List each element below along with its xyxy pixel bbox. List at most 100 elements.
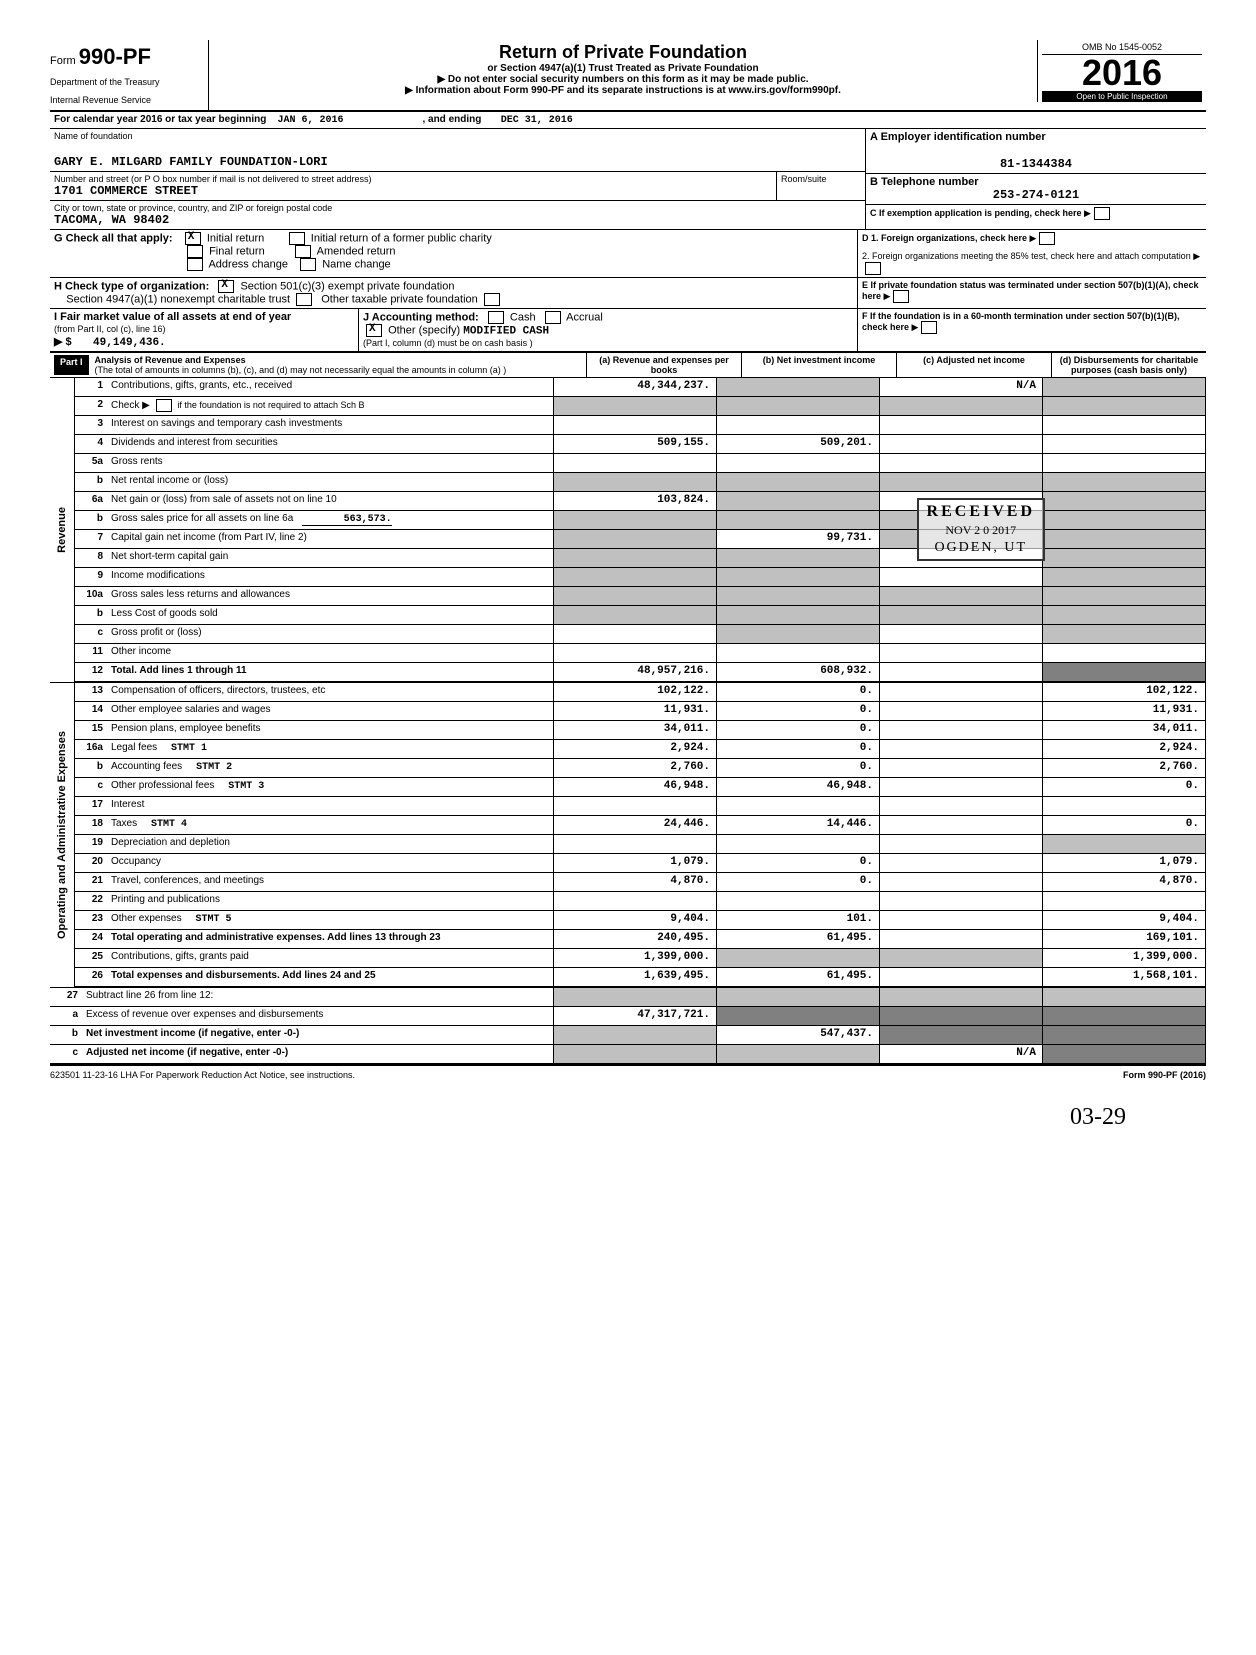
line-no: 5a (75, 454, 107, 472)
accrual-checkbox[interactable] (545, 311, 561, 324)
amt-col-a: 509,155. (553, 435, 716, 453)
initial-return-checkbox[interactable] (185, 232, 201, 245)
line-label: Interest (107, 797, 553, 815)
dept-line1: Department of the Treasury (50, 78, 200, 88)
line-3: 3Interest on savings and temporary cash … (75, 416, 1205, 435)
line-no: 7 (75, 530, 107, 548)
amt-col-a (553, 454, 716, 472)
line-2: 2Check ▶ if the foundation is not requir… (75, 397, 1205, 416)
d2-label: 2. Foreign organizations meeting the 85%… (862, 251, 1191, 261)
amt-col-d (1042, 454, 1205, 472)
other-tax-checkbox[interactable] (484, 293, 500, 306)
4947-label: Section 4947(a)(1) nonexempt charitable … (66, 293, 290, 305)
ssn-warning: ▶ Do not enter social security numbers o… (217, 74, 1029, 85)
form-number: 990-PF (79, 44, 151, 69)
amt-col-d (1042, 625, 1205, 643)
line-no: 1 (75, 378, 107, 396)
d1-label: D 1. Foreign organizations, check here (862, 233, 1027, 243)
part1-note: (The total of amounts in columns (b), (c… (95, 365, 507, 375)
line-b: bLess Cost of goods sold (75, 606, 1205, 625)
line-no: 3 (75, 416, 107, 434)
d2-checkbox[interactable] (865, 262, 881, 275)
line-label: Capital gain net income (from Part IV, l… (107, 530, 553, 548)
line27-section: 27Subtract line 26 from line 12:aExcess … (50, 987, 1206, 1064)
amt-col-d (1042, 492, 1205, 510)
amt-col-d (1042, 568, 1205, 586)
line-no: b (75, 473, 107, 491)
line-c: cOther professional fees STMT 346,948.46… (75, 778, 1205, 797)
501c3-checkbox[interactable] (218, 280, 234, 293)
city-label: City or town, state or province, country… (54, 203, 861, 213)
line-13: 13Compensation of officers, directors, t… (75, 683, 1205, 702)
other-method-checkbox[interactable] (366, 324, 382, 337)
address-change-checkbox[interactable] (187, 258, 203, 271)
amt-col-d (1042, 397, 1205, 415)
amt-col-b (716, 988, 879, 1006)
line-21: 21Travel, conferences, and meetings4,870… (75, 873, 1205, 892)
amt-col-d (1042, 511, 1205, 529)
amt-col-c (879, 702, 1042, 720)
amt-col-b: 14,446. (716, 816, 879, 834)
form-header: Form 990-PF Department of the Treasury I… (50, 40, 1206, 112)
amt-col-b (716, 606, 879, 624)
line-4: 4Dividends and interest from securities5… (75, 435, 1205, 454)
line-25: 25Contributions, gifts, grants paid1,399… (75, 949, 1205, 968)
amt-col-d: 0. (1042, 778, 1205, 796)
begin-date: JAN 6, 2016 (277, 115, 397, 126)
line2-checkbox[interactable] (156, 399, 172, 412)
opex-vert-label: Operating and Administrative Expenses (54, 727, 70, 943)
phone-label: B Telephone number (870, 176, 1202, 188)
amt-col-b (716, 644, 879, 662)
g-d-row: G Check all that apply: Initial return I… (50, 230, 1206, 278)
line-label: Total. Add lines 1 through 11 (107, 663, 553, 681)
amt-col-d (1042, 1045, 1205, 1063)
line-9: 9Income modifications (75, 568, 1205, 587)
amt-col-c: N/A (879, 378, 1042, 396)
amt-col-b (716, 397, 879, 415)
line-27: 27Subtract line 26 from line 12: (50, 988, 1205, 1007)
part1-tag: Part I (54, 355, 89, 375)
line-no: 9 (75, 568, 107, 586)
amt-col-c (879, 568, 1042, 586)
initial-former-checkbox[interactable] (289, 232, 305, 245)
line-b: bNet rental income or (loss) (75, 473, 1205, 492)
amt-col-d: 11,931. (1042, 702, 1205, 720)
amended-checkbox[interactable] (295, 245, 311, 258)
line-no: c (50, 1045, 82, 1063)
amt-col-d (1042, 378, 1205, 396)
amt-col-b (716, 549, 879, 567)
amt-col-c (879, 988, 1042, 1006)
4947-checkbox[interactable] (296, 293, 312, 306)
h-e-row: H Check type of organization: Section 50… (50, 278, 1206, 309)
line-label: Gross sales less returns and allowances (107, 587, 553, 605)
line-11: 11Other income (75, 644, 1205, 663)
line-no: 4 (75, 435, 107, 453)
line-no: 11 (75, 644, 107, 662)
cash-checkbox[interactable] (488, 311, 504, 324)
other-method-label: Other (specify) (388, 324, 460, 336)
amt-col-b (716, 949, 879, 967)
f-checkbox[interactable] (921, 321, 937, 334)
amt-col-d (1042, 435, 1205, 453)
amt-col-b: 61,495. (716, 930, 879, 948)
amt-col-c (879, 587, 1042, 605)
line-10a: 10aGross sales less returns and allowanc… (75, 587, 1205, 606)
line-no: 22 (75, 892, 107, 910)
amt-col-b (716, 511, 879, 529)
line-24: 24Total operating and administrative exp… (75, 930, 1205, 949)
accrual-label: Accrual (566, 311, 603, 323)
line-label: Depreciation and depletion (107, 835, 553, 853)
line-no: b (50, 1026, 82, 1044)
j-label: J Accounting method: (363, 311, 479, 323)
line-no: 27 (50, 988, 82, 1006)
final-return-checkbox[interactable] (187, 245, 203, 258)
name-change-checkbox[interactable] (300, 258, 316, 271)
amt-col-d (1042, 416, 1205, 434)
revenue-section: Revenue 1Contributions, gifts, grants, e… (50, 378, 1206, 682)
line-a: aExcess of revenue over expenses and dis… (50, 1007, 1205, 1026)
amt-col-c (879, 644, 1042, 662)
d1-checkbox[interactable] (1039, 232, 1055, 245)
line-label: Excess of revenue over expenses and disb… (82, 1007, 553, 1025)
e-checkbox[interactable] (893, 290, 909, 303)
c-checkbox[interactable] (1094, 207, 1110, 220)
